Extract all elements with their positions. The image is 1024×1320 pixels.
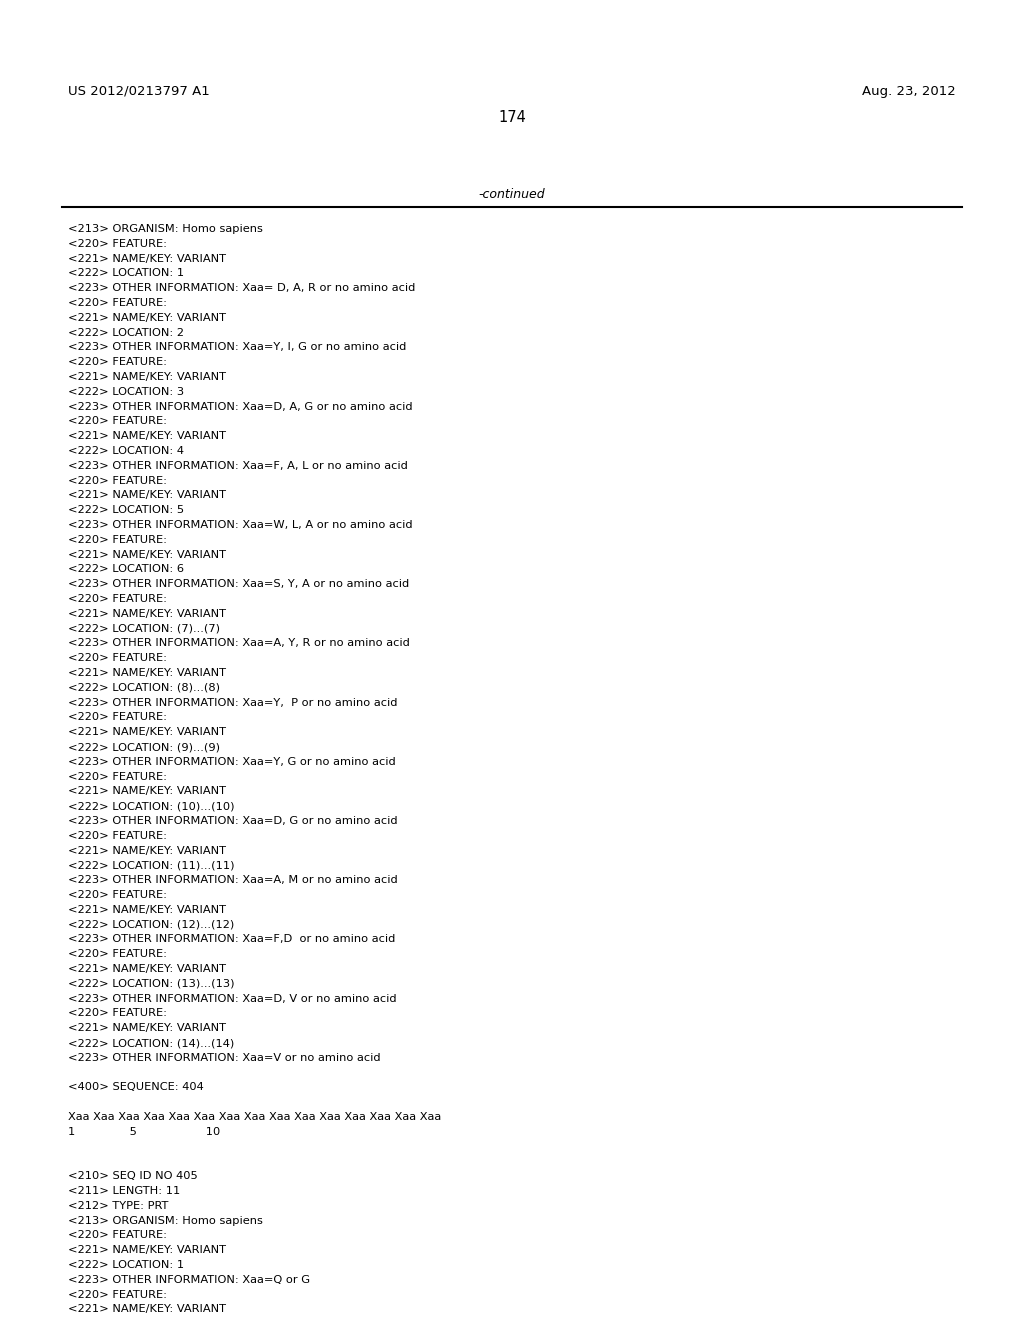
Text: <221> NAME/KEY: VARIANT: <221> NAME/KEY: VARIANT [68, 549, 226, 560]
Text: <223> OTHER INFORMATION: Xaa=Y, G or no amino acid: <223> OTHER INFORMATION: Xaa=Y, G or no … [68, 756, 395, 767]
Text: <223> OTHER INFORMATION: Xaa=D, V or no amino acid: <223> OTHER INFORMATION: Xaa=D, V or no … [68, 994, 396, 1003]
Text: 1               5                   10: 1 5 10 [68, 1127, 220, 1137]
Text: <220> FEATURE:: <220> FEATURE: [68, 416, 167, 426]
Text: <222> LOCATION: (12)...(12): <222> LOCATION: (12)...(12) [68, 920, 234, 929]
Text: <210> SEQ ID NO 405: <210> SEQ ID NO 405 [68, 1171, 198, 1181]
Text: <222> LOCATION: (10)...(10): <222> LOCATION: (10)...(10) [68, 801, 234, 812]
Text: <222> LOCATION: (11)...(11): <222> LOCATION: (11)...(11) [68, 861, 234, 870]
Text: <222> LOCATION: 2: <222> LOCATION: 2 [68, 327, 184, 338]
Text: <221> NAME/KEY: VARIANT: <221> NAME/KEY: VARIANT [68, 491, 226, 500]
Text: <211> LENGTH: 11: <211> LENGTH: 11 [68, 1185, 180, 1196]
Text: <222> LOCATION: 6: <222> LOCATION: 6 [68, 565, 184, 574]
Text: <221> NAME/KEY: VARIANT: <221> NAME/KEY: VARIANT [68, 904, 226, 915]
Text: <223> OTHER INFORMATION: Xaa=F, A, L or no amino acid: <223> OTHER INFORMATION: Xaa=F, A, L or … [68, 461, 408, 471]
Text: <221> NAME/KEY: VARIANT: <221> NAME/KEY: VARIANT [68, 313, 226, 323]
Text: <221> NAME/KEY: VARIANT: <221> NAME/KEY: VARIANT [68, 1245, 226, 1255]
Text: <221> NAME/KEY: VARIANT: <221> NAME/KEY: VARIANT [68, 846, 226, 855]
Text: <220> FEATURE:: <220> FEATURE: [68, 772, 167, 781]
Text: <222> LOCATION: (14)...(14): <222> LOCATION: (14)...(14) [68, 1038, 234, 1048]
Text: <222> LOCATION: 3: <222> LOCATION: 3 [68, 387, 184, 397]
Text: <400> SEQUENCE: 404: <400> SEQUENCE: 404 [68, 1082, 204, 1093]
Text: <222> LOCATION: (8)...(8): <222> LOCATION: (8)...(8) [68, 682, 220, 693]
Text: <223> OTHER INFORMATION: Xaa=Q or G: <223> OTHER INFORMATION: Xaa=Q or G [68, 1275, 310, 1284]
Text: <221> NAME/KEY: VARIANT: <221> NAME/KEY: VARIANT [68, 609, 226, 619]
Text: <223> OTHER INFORMATION: Xaa=W, L, A or no amino acid: <223> OTHER INFORMATION: Xaa=W, L, A or … [68, 520, 413, 531]
Text: <220> FEATURE:: <220> FEATURE: [68, 1230, 167, 1241]
Text: <221> NAME/KEY: VARIANT: <221> NAME/KEY: VARIANT [68, 432, 226, 441]
Text: <220> FEATURE:: <220> FEATURE: [68, 653, 167, 663]
Text: <221> NAME/KEY: VARIANT: <221> NAME/KEY: VARIANT [68, 1023, 226, 1034]
Text: <222> LOCATION: 1: <222> LOCATION: 1 [68, 1261, 184, 1270]
Text: <222> LOCATION: (9)...(9): <222> LOCATION: (9)...(9) [68, 742, 220, 752]
Text: <220> FEATURE:: <220> FEATURE: [68, 239, 167, 248]
Text: <221> NAME/KEY: VARIANT: <221> NAME/KEY: VARIANT [68, 372, 226, 381]
Text: <223> OTHER INFORMATION: Xaa=A, Y, R or no amino acid: <223> OTHER INFORMATION: Xaa=A, Y, R or … [68, 639, 410, 648]
Text: <221> NAME/KEY: VARIANT: <221> NAME/KEY: VARIANT [68, 1304, 226, 1315]
Text: 174: 174 [498, 110, 526, 125]
Text: <213> ORGANISM: Homo sapiens: <213> ORGANISM: Homo sapiens [68, 1216, 263, 1225]
Text: US 2012/0213797 A1: US 2012/0213797 A1 [68, 84, 210, 98]
Text: <223> OTHER INFORMATION: Xaa=F,D  or no amino acid: <223> OTHER INFORMATION: Xaa=F,D or no a… [68, 935, 395, 944]
Text: <223> OTHER INFORMATION: Xaa=Y, I, G or no amino acid: <223> OTHER INFORMATION: Xaa=Y, I, G or … [68, 342, 407, 352]
Text: <220> FEATURE:: <220> FEATURE: [68, 1008, 167, 1019]
Text: <223> OTHER INFORMATION: Xaa=V or no amino acid: <223> OTHER INFORMATION: Xaa=V or no ami… [68, 1053, 381, 1063]
Text: <212> TYPE: PRT: <212> TYPE: PRT [68, 1201, 168, 1210]
Text: <223> OTHER INFORMATION: Xaa=Y,  P or no amino acid: <223> OTHER INFORMATION: Xaa=Y, P or no … [68, 697, 397, 708]
Text: Aug. 23, 2012: Aug. 23, 2012 [862, 84, 956, 98]
Text: <223> OTHER INFORMATION: Xaa=S, Y, A or no amino acid: <223> OTHER INFORMATION: Xaa=S, Y, A or … [68, 579, 410, 589]
Text: <220> FEATURE:: <220> FEATURE: [68, 830, 167, 841]
Text: <223> OTHER INFORMATION: Xaa= D, A, R or no amino acid: <223> OTHER INFORMATION: Xaa= D, A, R or… [68, 284, 416, 293]
Text: <220> FEATURE:: <220> FEATURE: [68, 475, 167, 486]
Text: <223> OTHER INFORMATION: Xaa=D, G or no amino acid: <223> OTHER INFORMATION: Xaa=D, G or no … [68, 816, 397, 826]
Text: <222> LOCATION: (13)...(13): <222> LOCATION: (13)...(13) [68, 979, 234, 989]
Text: <221> NAME/KEY: VARIANT: <221> NAME/KEY: VARIANT [68, 253, 226, 264]
Text: <221> NAME/KEY: VARIANT: <221> NAME/KEY: VARIANT [68, 727, 226, 737]
Text: <220> FEATURE:: <220> FEATURE: [68, 298, 167, 308]
Text: -continued: -continued [478, 187, 546, 201]
Text: <222> LOCATION: 5: <222> LOCATION: 5 [68, 506, 184, 515]
Text: Xaa Xaa Xaa Xaa Xaa Xaa Xaa Xaa Xaa Xaa Xaa Xaa Xaa Xaa Xaa: Xaa Xaa Xaa Xaa Xaa Xaa Xaa Xaa Xaa Xaa … [68, 1111, 441, 1122]
Text: <222> LOCATION: 1: <222> LOCATION: 1 [68, 268, 184, 279]
Text: <220> FEATURE:: <220> FEATURE: [68, 949, 167, 960]
Text: <223> OTHER INFORMATION: Xaa=A, M or no amino acid: <223> OTHER INFORMATION: Xaa=A, M or no … [68, 875, 397, 886]
Text: <222> LOCATION: (7)...(7): <222> LOCATION: (7)...(7) [68, 623, 220, 634]
Text: <220> FEATURE:: <220> FEATURE: [68, 1290, 167, 1300]
Text: <220> FEATURE:: <220> FEATURE: [68, 535, 167, 545]
Text: <220> FEATURE:: <220> FEATURE: [68, 890, 167, 900]
Text: <220> FEATURE:: <220> FEATURE: [68, 358, 167, 367]
Text: <220> FEATURE:: <220> FEATURE: [68, 594, 167, 605]
Text: <221> NAME/KEY: VARIANT: <221> NAME/KEY: VARIANT [68, 668, 226, 678]
Text: <223> OTHER INFORMATION: Xaa=D, A, G or no amino acid: <223> OTHER INFORMATION: Xaa=D, A, G or … [68, 401, 413, 412]
Text: <222> LOCATION: 4: <222> LOCATION: 4 [68, 446, 184, 455]
Text: <221> NAME/KEY: VARIANT: <221> NAME/KEY: VARIANT [68, 787, 226, 796]
Text: <213> ORGANISM: Homo sapiens: <213> ORGANISM: Homo sapiens [68, 224, 263, 234]
Text: <221> NAME/KEY: VARIANT: <221> NAME/KEY: VARIANT [68, 964, 226, 974]
Text: <220> FEATURE:: <220> FEATURE: [68, 713, 167, 722]
